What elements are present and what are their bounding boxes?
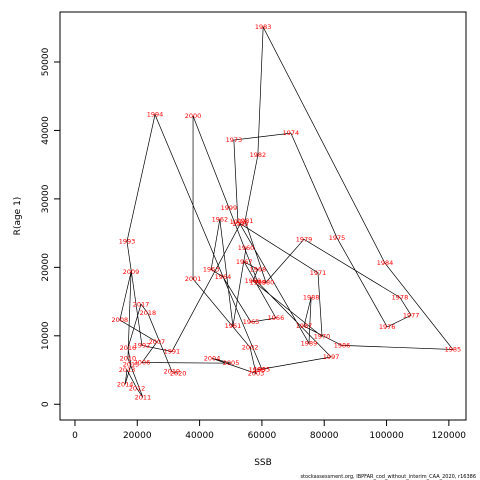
- year-point: 1993: [119, 237, 136, 245]
- year-point: 2014: [117, 380, 134, 388]
- year-point: 1968: [250, 265, 267, 273]
- year-point: 1989: [301, 339, 318, 347]
- year-point: 2020: [170, 369, 187, 377]
- year-point: 2018: [140, 309, 157, 317]
- year-point: 2012: [129, 385, 146, 393]
- year-point: 1975: [329, 234, 346, 242]
- y-tick-label: 10000: [41, 321, 51, 350]
- year-point: 1979: [296, 235, 313, 243]
- year-point: 2007: [149, 338, 166, 346]
- footnote: stockassessment.org, IBPFAR_cod_without_…: [300, 474, 476, 480]
- y-tick-label: 30000: [41, 184, 51, 213]
- year-point: 1962: [212, 215, 229, 223]
- year-point: 2006: [134, 358, 151, 366]
- y-tick-label: 50000: [41, 47, 51, 76]
- year-point: 1995: [254, 365, 271, 373]
- year-point: 2010: [120, 354, 137, 362]
- year-point: 2016: [120, 344, 137, 352]
- year-point: 2019: [164, 367, 181, 375]
- year-point: 2008: [112, 316, 129, 324]
- plot-frame: [59, 11, 467, 421]
- year-point: 1983: [255, 23, 272, 31]
- year-point: 2002: [242, 343, 259, 351]
- year-point: 1980: [258, 278, 275, 286]
- year-point: 1974: [283, 129, 300, 137]
- year-point: 1976: [379, 323, 396, 331]
- x-tick-label: 40000: [185, 431, 214, 441]
- year-point: 1970: [314, 332, 331, 340]
- x-tick-label: 80000: [310, 431, 339, 441]
- year-point: 1982: [250, 151, 267, 159]
- year-point: 1973: [226, 136, 243, 144]
- year-point: 1999: [221, 204, 238, 212]
- year-point: 1960: [238, 244, 255, 252]
- year-point: 2017: [133, 300, 150, 308]
- year-point: 1963: [203, 265, 220, 273]
- year-point: 1992: [134, 341, 151, 349]
- year-point: 1965: [243, 318, 260, 326]
- year-point: 2015: [123, 361, 140, 369]
- year-point: 2004: [204, 354, 221, 362]
- year-point: 1966: [268, 314, 285, 322]
- x-tick-label: 20000: [123, 431, 152, 441]
- year-point: 1971: [310, 269, 327, 277]
- x-axis-label: SSB: [254, 458, 272, 468]
- year-point: 1990: [232, 220, 249, 228]
- year-point: 1996: [249, 366, 266, 374]
- year-point: 1967: [236, 258, 253, 266]
- year-point: 1977: [403, 311, 420, 319]
- year-point: 1972: [230, 218, 247, 226]
- x-tick-label: 0: [72, 431, 78, 441]
- y-tick-label: 20000: [41, 253, 51, 282]
- year-point: 1969: [245, 277, 262, 285]
- year-point: 1964: [215, 273, 232, 281]
- year-point: 1998: [250, 278, 267, 286]
- year-point: 1986: [334, 341, 351, 349]
- trajectory-line: [119, 25, 454, 398]
- year-point: 1988: [303, 293, 320, 301]
- year-point: 2005: [223, 359, 240, 367]
- year-point: 1987: [296, 322, 313, 330]
- year-point: 2003: [248, 369, 265, 377]
- year-point: 1985: [445, 345, 462, 353]
- year-point: 2013: [119, 366, 136, 374]
- year-point: 1981: [237, 217, 254, 225]
- year-point: 1978: [392, 293, 409, 301]
- year-point: 1984: [377, 259, 394, 267]
- x-tick-label: 120000: [432, 431, 467, 441]
- year-point: 2009: [123, 268, 140, 276]
- y-tick-label: 40000: [41, 116, 51, 145]
- year-point: 1997: [323, 353, 340, 361]
- year-point: 1991: [164, 348, 181, 356]
- x-tick-label: 100000: [369, 431, 404, 441]
- y-axis-label: R(age 1): [13, 197, 23, 236]
- year-point: 1994: [147, 111, 164, 119]
- year-point: 2000: [185, 112, 202, 120]
- year-point: 2011: [135, 393, 152, 401]
- year-point: 2001: [185, 275, 202, 283]
- x-tick-label: 60000: [248, 431, 277, 441]
- y-tick-label: 0: [41, 401, 51, 407]
- year-point: 1961: [225, 322, 242, 330]
